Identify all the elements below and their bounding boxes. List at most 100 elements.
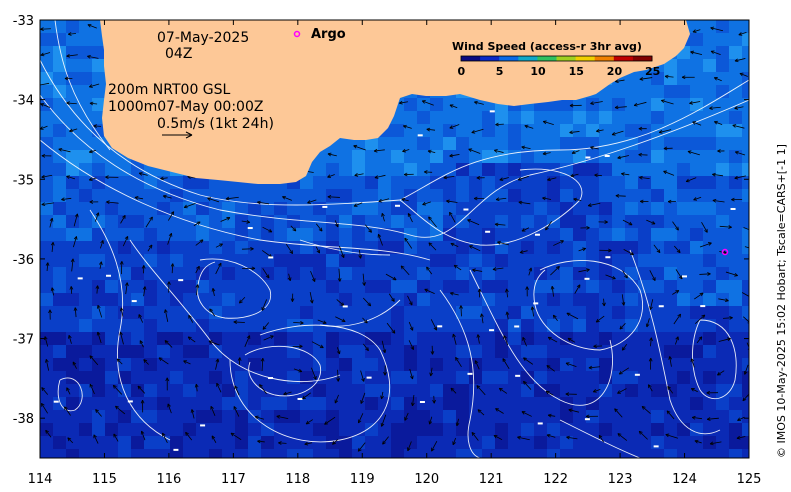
ocean-cell [547, 332, 561, 346]
current-arrow [449, 153, 460, 158]
ocean-cell [495, 423, 509, 437]
ocean-cell [417, 319, 431, 333]
ocean-cell [313, 293, 327, 307]
ocean-cell [521, 319, 535, 333]
ocean-cell [326, 176, 340, 190]
wind-marker [700, 305, 706, 308]
ocean-cell [547, 228, 561, 242]
ocean-cell [521, 241, 535, 255]
ocean-cell [378, 306, 392, 320]
wind-marker [653, 445, 659, 448]
wind-marker [751, 423, 756, 425]
ocean-cell [378, 397, 392, 411]
ocean-cell [365, 306, 379, 320]
ocean-cell [586, 150, 600, 164]
ocean-cell [495, 280, 509, 294]
ocean-cell [651, 241, 665, 255]
ocean-cell [378, 358, 392, 372]
current-arrow [547, 177, 557, 182]
ocean-cell [508, 189, 522, 203]
ocean-cell [482, 124, 496, 138]
current-arrow [517, 175, 530, 181]
current-arrow [400, 265, 410, 276]
ocean-cell [105, 410, 119, 424]
current-arrow [523, 357, 534, 365]
ocean-cell [417, 345, 431, 359]
ocean-cell [729, 189, 743, 203]
current-arrow [546, 365, 555, 372]
ocean-cell [703, 163, 717, 177]
ocean-cell [742, 306, 749, 320]
current-arrow [183, 202, 196, 209]
current-arrow [237, 357, 242, 365]
ocean-cell [209, 254, 223, 268]
current-arrow [598, 220, 608, 224]
current-arrow [41, 202, 54, 207]
ocean-cell [417, 215, 431, 229]
ocean-cell [716, 384, 730, 398]
ocean-cell [456, 150, 470, 164]
ocean-cell [664, 371, 678, 385]
ocean-cell [235, 332, 249, 346]
current-arrow [95, 409, 102, 417]
ocean-cell [53, 371, 67, 385]
ocean-cell [118, 358, 132, 372]
ocean-cell [534, 189, 548, 203]
ocean-cell [495, 319, 509, 333]
ocean-cell [391, 124, 405, 138]
ocean-cell [521, 293, 535, 307]
ocean-cell [222, 371, 236, 385]
ocean-cell [79, 319, 93, 333]
ocean-cell [378, 280, 392, 294]
ocean-cell [222, 319, 236, 333]
current-arrow [407, 295, 413, 306]
ocean-cell [651, 345, 665, 359]
wind-marker [658, 305, 664, 308]
current-arrow [225, 196, 239, 201]
current-arrow [622, 219, 633, 226]
current-arrow [706, 390, 719, 395]
ocean-cell [612, 345, 626, 359]
ocean-cell [404, 397, 418, 411]
ocean-cell [495, 358, 509, 372]
ocean-cell [651, 215, 665, 229]
ocean-cell [469, 228, 483, 242]
current-arrow [332, 439, 339, 445]
ocean-cell [430, 176, 444, 190]
ocean-cell [703, 345, 717, 359]
ocean-cell [183, 436, 197, 450]
ocean-cell [443, 267, 457, 281]
lat-tick-label: -33 [13, 14, 34, 29]
ocean-cell [729, 384, 743, 398]
ocean-cell [534, 254, 548, 268]
ocean-cell [79, 449, 93, 458]
ocean-cell [716, 72, 730, 86]
ocean-cell [183, 371, 197, 385]
ocean-cell [53, 384, 67, 398]
ocean-cell [469, 137, 483, 151]
ocean-cell [92, 72, 106, 86]
ocean-cell [287, 358, 301, 372]
ocean-cell [573, 98, 587, 112]
current-arrow [257, 439, 265, 444]
current-arrow [493, 434, 503, 441]
ocean-cell [625, 410, 639, 424]
ocean-cell [79, 254, 93, 268]
ocean-cell [79, 215, 93, 229]
ocean-cell [716, 98, 730, 112]
ocean-cell [261, 397, 275, 411]
ocean-cell [703, 176, 717, 190]
wind-marker [584, 418, 590, 421]
ocean-cell [339, 163, 353, 177]
ocean-cell [664, 280, 678, 294]
ocean-cell [144, 176, 158, 190]
current-arrow [383, 365, 387, 376]
ocean-cell [144, 306, 158, 320]
current-arrow [734, 175, 746, 180]
ocean-cell [417, 384, 431, 398]
ocean-cell [92, 98, 106, 112]
ocean-cell [144, 423, 158, 437]
ocean-cell [729, 176, 743, 190]
current-arrow [407, 441, 412, 452]
ocean-cell [430, 228, 444, 242]
